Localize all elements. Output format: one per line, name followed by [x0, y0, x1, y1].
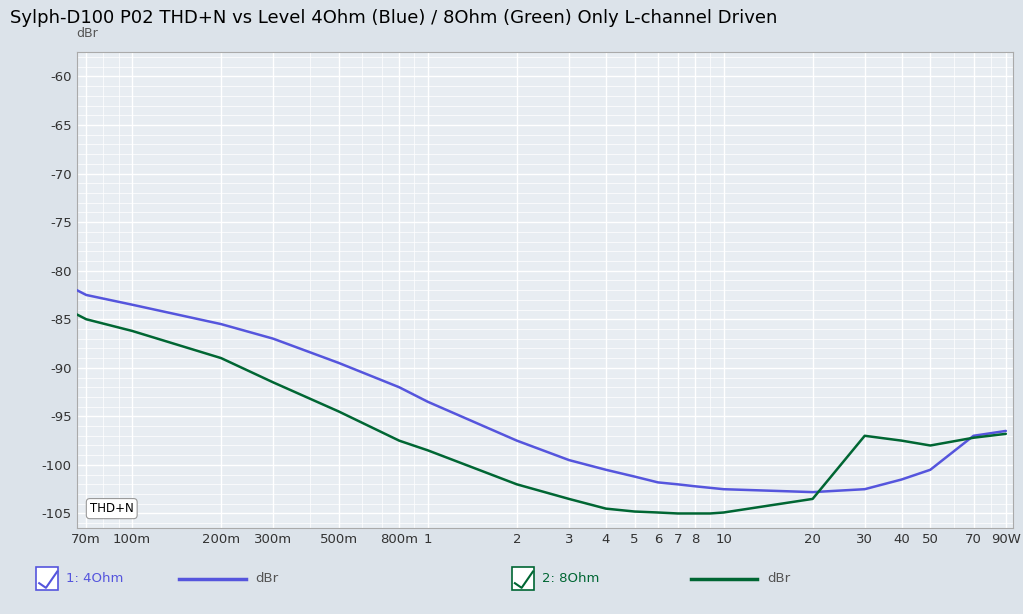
Bar — [36, 567, 58, 590]
Text: Sylph-D100 P02 THD+N vs Level 4Ohm (Blue) / 8Ohm (Green) Only L-channel Driven: Sylph-D100 P02 THD+N vs Level 4Ohm (Blue… — [10, 9, 777, 27]
Text: 2: 8Ohm: 2: 8Ohm — [542, 572, 599, 585]
Text: dBr: dBr — [767, 572, 791, 585]
Bar — [512, 567, 534, 590]
Text: dBr: dBr — [256, 572, 279, 585]
Text: THD+N: THD+N — [90, 502, 134, 515]
Text: dBr: dBr — [77, 27, 98, 40]
Text: 1: 4Ohm: 1: 4Ohm — [66, 572, 124, 585]
